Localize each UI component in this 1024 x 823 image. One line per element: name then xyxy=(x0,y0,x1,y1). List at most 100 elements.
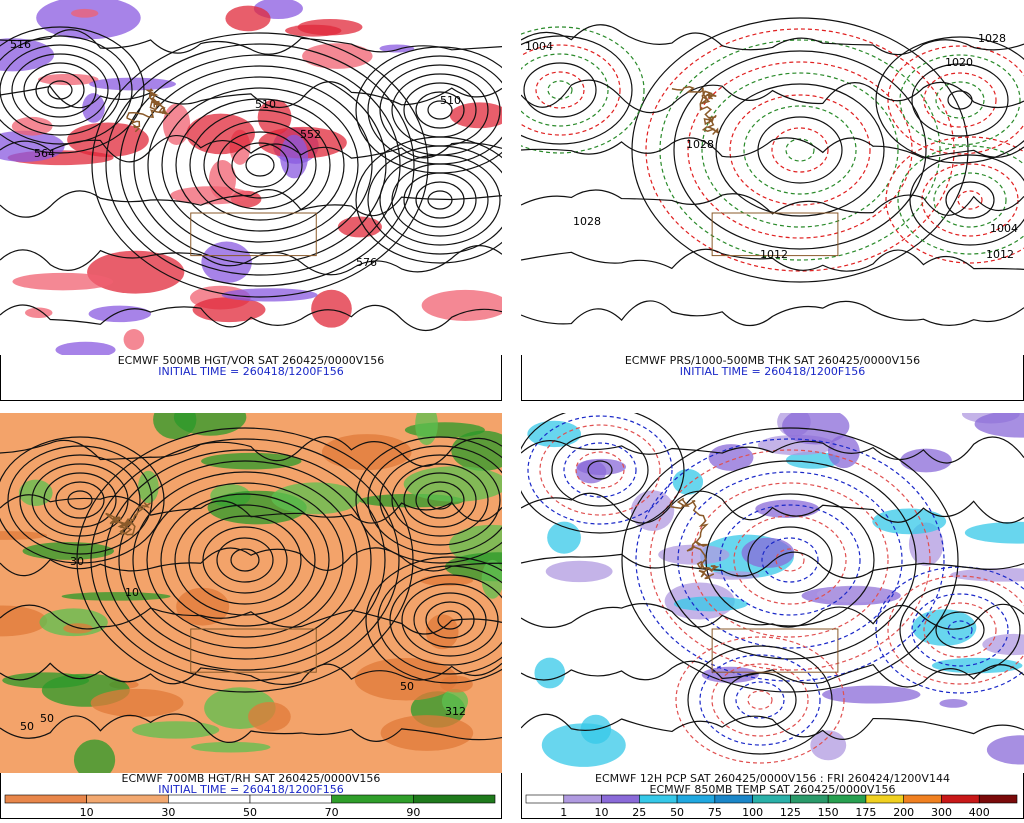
contour xyxy=(0,81,502,109)
state-borders xyxy=(190,628,317,673)
colorbar-swatch xyxy=(563,794,602,804)
contour xyxy=(687,61,913,239)
shaded-field xyxy=(528,155,617,167)
shaded-field xyxy=(271,482,361,515)
contour xyxy=(0,135,502,163)
contour xyxy=(379,454,501,546)
shaded-field xyxy=(11,116,53,136)
contour-label: 30 xyxy=(70,555,84,568)
colorbar-label: 400 xyxy=(969,806,990,819)
contour xyxy=(535,71,585,109)
contour xyxy=(55,481,105,519)
contour xyxy=(887,575,1024,685)
colorbar-label: 75 xyxy=(708,806,722,819)
contour xyxy=(887,45,1024,155)
shaded-field xyxy=(67,122,149,157)
contour xyxy=(621,427,959,693)
contour xyxy=(521,248,1024,272)
shaded-field xyxy=(816,585,893,603)
initial-time: INITIAL TIME = 260418/1200F156 xyxy=(680,365,865,378)
caption: ECMWF PRS/1000-500MB THK SAT 260425/0000… xyxy=(625,354,920,367)
shaded-field xyxy=(900,448,952,473)
contour xyxy=(521,300,1024,327)
shaded-field xyxy=(87,250,185,294)
contour xyxy=(539,424,661,516)
colorbar-label: 10 xyxy=(80,806,94,819)
shaded-field xyxy=(451,430,502,471)
contour xyxy=(699,654,821,746)
contour xyxy=(575,451,625,489)
contour xyxy=(521,713,1024,740)
shaded-field xyxy=(425,614,459,650)
colorbar-swatch xyxy=(714,794,753,804)
shaded-field xyxy=(132,721,220,739)
contour xyxy=(19,454,141,546)
colorbar-swatch xyxy=(978,794,1018,804)
shaded-field xyxy=(547,521,581,554)
contour xyxy=(885,136,1024,264)
contour xyxy=(391,163,489,237)
contour xyxy=(245,153,275,177)
colorbar-swatch xyxy=(941,794,980,804)
contour xyxy=(897,145,1024,255)
shaded-field xyxy=(311,289,352,328)
shaded-field xyxy=(570,267,643,298)
contour xyxy=(911,63,1009,137)
contour xyxy=(521,24,1024,56)
contour xyxy=(0,604,502,635)
initial-time: ECMWF 850MB TEMP SAT 260425/0000V156 xyxy=(650,783,896,796)
contour xyxy=(923,602,997,658)
panel: 30 10 50 312 50 50 ECMWF 700MB HGT/RH SAT 2604… xyxy=(0,413,502,819)
contour xyxy=(188,515,302,605)
colorbar-swatch xyxy=(413,794,496,804)
contour xyxy=(403,172,477,228)
contour xyxy=(118,460,372,660)
contour xyxy=(403,472,477,528)
shaded-field xyxy=(950,568,1024,582)
contour xyxy=(367,145,502,255)
contour xyxy=(0,245,502,276)
shaded-field xyxy=(354,657,458,701)
shaded-field xyxy=(170,186,251,205)
contour xyxy=(875,36,1024,164)
shaded-field xyxy=(0,38,55,72)
shaded-field xyxy=(741,537,795,568)
contour xyxy=(551,433,649,507)
contour xyxy=(202,526,288,594)
shaded-field xyxy=(576,458,627,476)
shaded-field xyxy=(123,329,145,351)
coastline xyxy=(105,502,152,537)
contour xyxy=(11,53,109,127)
colorbar-label: 200 xyxy=(893,806,914,819)
colorbar-swatch xyxy=(639,794,678,804)
shaded-field xyxy=(90,688,184,718)
shaded-field xyxy=(285,24,342,37)
contour xyxy=(0,304,502,332)
contour-label: 1004 xyxy=(525,40,553,53)
shaded-field xyxy=(82,93,105,123)
contour xyxy=(43,472,117,528)
contour xyxy=(216,537,274,583)
shaded-field xyxy=(827,435,860,469)
shaded-field xyxy=(302,43,373,69)
panel: 516 510 564 576 552 510 ECMWF 500MB HGT/VOR SA… xyxy=(0,0,502,401)
contour xyxy=(0,436,502,467)
contour xyxy=(0,26,145,154)
contour xyxy=(957,190,983,210)
shaded-field xyxy=(0,531,48,540)
shaded-field xyxy=(756,87,850,123)
shaded-field xyxy=(257,99,292,136)
shaded-field xyxy=(729,149,785,164)
contour xyxy=(355,136,502,264)
contour xyxy=(367,445,502,555)
contour xyxy=(527,415,673,525)
contour xyxy=(521,53,609,127)
shaded-field xyxy=(859,0,892,16)
shaded-field xyxy=(621,120,724,154)
shaded-field xyxy=(192,297,266,323)
shaded-field xyxy=(930,128,985,166)
shaded-field xyxy=(974,0,1024,11)
colorbar-label: 10 xyxy=(595,806,609,819)
shaded-field xyxy=(0,605,48,637)
